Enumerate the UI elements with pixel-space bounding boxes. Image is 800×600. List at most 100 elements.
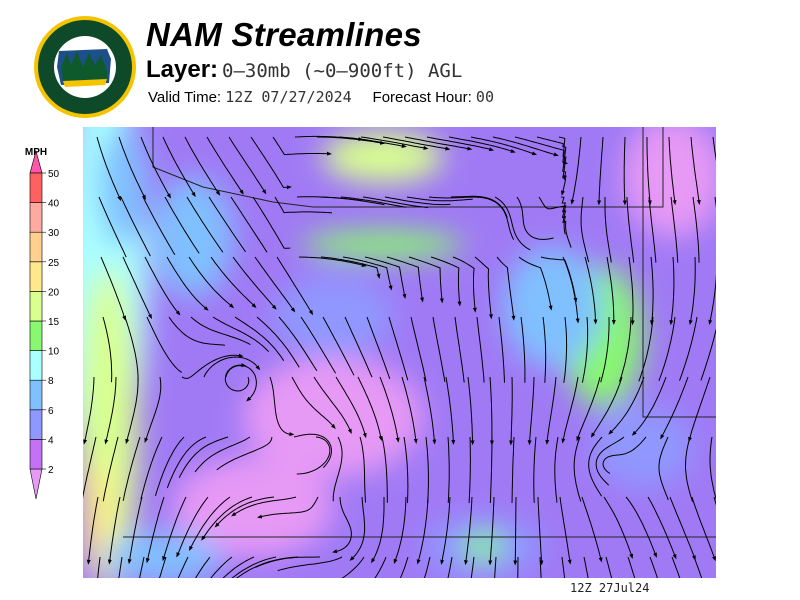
streamline <box>357 376 383 442</box>
streamline <box>178 436 229 479</box>
streamline <box>269 376 295 437</box>
streamline <box>554 436 559 503</box>
streamline <box>317 136 386 145</box>
streamline <box>107 496 121 565</box>
streamline <box>600 317 610 383</box>
streamline <box>100 256 126 321</box>
streamline <box>401 376 418 444</box>
streamline <box>374 556 387 578</box>
streamline <box>489 376 494 446</box>
streamline-map <box>83 127 716 578</box>
streamline <box>498 316 505 383</box>
streamline <box>366 316 391 380</box>
streamline <box>423 376 437 445</box>
streamline <box>464 496 473 566</box>
streamline <box>562 256 580 324</box>
streamline <box>474 256 493 320</box>
streamline <box>186 196 224 253</box>
streamline <box>208 196 247 253</box>
streamline <box>622 136 627 206</box>
streamline <box>467 376 475 446</box>
legend-label: 4 <box>48 435 54 446</box>
streamline <box>561 376 579 444</box>
legend-label: 2 <box>48 465 54 476</box>
streamline <box>690 136 701 205</box>
streamline <box>291 376 336 429</box>
streamline <box>671 556 681 578</box>
oregon-department-of-forestry-logo <box>34 16 136 118</box>
forecast-hour-value: 00 <box>475 88 494 106</box>
streamline <box>188 256 235 309</box>
streamline <box>184 136 221 196</box>
streamline <box>176 496 209 558</box>
streamline <box>190 316 251 346</box>
streamline <box>300 316 337 374</box>
streamline <box>231 496 297 517</box>
streamline <box>448 136 516 153</box>
streamline <box>447 556 453 578</box>
streamline <box>256 316 300 368</box>
streamline <box>122 256 152 320</box>
legend-min-arrow <box>29 468 43 500</box>
streamline <box>338 136 407 148</box>
streamline <box>164 196 200 254</box>
streamline <box>201 496 253 541</box>
streamline <box>83 436 97 499</box>
streamline <box>250 136 292 190</box>
streamline <box>234 316 285 361</box>
streamline <box>693 556 703 578</box>
streamline <box>559 496 572 565</box>
streamline <box>194 436 251 473</box>
streamline <box>139 556 145 578</box>
streamline <box>364 256 407 300</box>
streamline <box>692 196 700 263</box>
streamline <box>216 436 273 471</box>
streamline <box>214 496 275 528</box>
wind-speed-shading <box>83 127 716 578</box>
streamline <box>432 316 446 382</box>
streamline <box>588 436 603 497</box>
legend-label: 50 <box>48 169 60 180</box>
streamline <box>274 196 333 214</box>
streamline <box>388 316 409 381</box>
streamline <box>545 376 557 445</box>
streamline <box>542 316 547 383</box>
page-title: NAM Streamlines <box>146 16 422 53</box>
streamline <box>660 376 689 440</box>
valid-time-label: Valid Time: <box>148 89 222 106</box>
streamline <box>440 496 451 565</box>
streamline <box>603 496 634 559</box>
streamline <box>96 136 121 202</box>
streamline <box>293 433 333 468</box>
streamline <box>203 356 261 378</box>
valid-time-value: 12Z 07/27/2024 <box>225 88 352 106</box>
legend-swatch <box>29 320 43 351</box>
legend-label: 8 <box>48 376 54 387</box>
streamline <box>159 556 167 578</box>
streamline <box>658 436 669 501</box>
streamline <box>320 256 381 279</box>
streamline <box>342 256 393 291</box>
streamline <box>688 376 711 443</box>
streamline <box>576 376 601 442</box>
streamline <box>144 376 162 443</box>
legend-swatch <box>29 172 43 203</box>
streamline <box>118 136 146 200</box>
streamline <box>496 256 516 321</box>
streamline <box>255 556 320 568</box>
streamline <box>646 137 652 206</box>
streamline <box>188 496 231 552</box>
streamline <box>232 256 277 310</box>
streamline <box>679 316 698 381</box>
streamline <box>162 136 196 198</box>
streamline <box>210 256 257 309</box>
streamline <box>513 497 518 566</box>
streamline <box>410 316 427 382</box>
streamline <box>558 136 567 196</box>
forecast-hour-label: Forecast Hour: <box>372 89 472 106</box>
streamline <box>120 196 151 257</box>
legend-swatch <box>29 409 43 440</box>
streamline <box>371 497 385 564</box>
streamline <box>423 556 431 578</box>
legend-label: 6 <box>48 406 54 417</box>
